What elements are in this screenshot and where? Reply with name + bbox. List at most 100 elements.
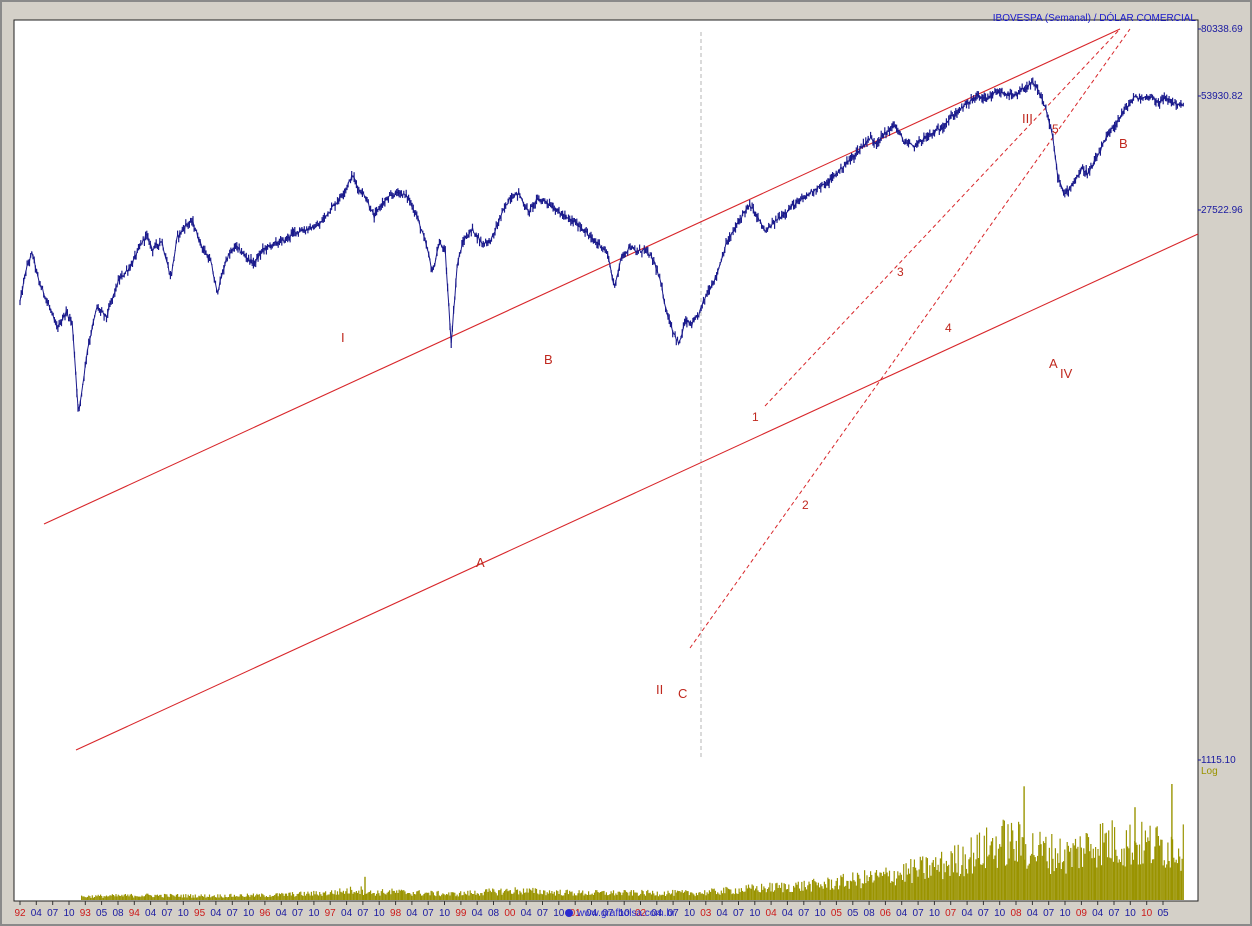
x-tick-label: 07 (668, 908, 680, 919)
wave-label-a: A (476, 555, 485, 570)
wave-label-ii: II (656, 682, 663, 697)
x-tick-label: 04 (341, 908, 353, 919)
wave-label-b-2: B (1119, 136, 1128, 151)
x-tick-label: 10 (1059, 908, 1071, 919)
wave-label-b: B (544, 352, 553, 367)
x-tick-label: 07 (292, 908, 304, 919)
x-tick-label: 07 (161, 908, 173, 919)
price-close-line (19, 81, 1184, 410)
x-tick-label: 07 (1108, 908, 1120, 919)
x-tick-label: 04 (766, 908, 778, 919)
wave-label-i: I (341, 330, 345, 345)
x-tick-label: 07 (1043, 908, 1055, 919)
x-tick-label: 10 (1125, 908, 1137, 919)
x-tick-label: 04 (1027, 908, 1039, 919)
x-tick-label: 04 (521, 908, 533, 919)
channel-upper-line (43, 28, 1121, 525)
x-tick-label: 04 (276, 908, 288, 919)
volume-series (80, 784, 1184, 900)
x-tick-label: 96 (259, 908, 271, 919)
x-tick-label: 08 (488, 908, 500, 919)
x-tick-label: 07 (47, 908, 59, 919)
wave-label-2: 2 (802, 498, 809, 512)
x-tick-label: 10 (994, 908, 1006, 919)
x-tick-label: 98 (390, 908, 402, 919)
x-tick-label: 10 (374, 908, 386, 919)
x-tick-label: 04 (31, 908, 43, 919)
x-tick-label: 04 (962, 908, 974, 919)
x-tick-label: 10 (63, 908, 75, 919)
x-tick-label: 94 (129, 908, 141, 919)
wave-label-a-2: A (1049, 356, 1058, 371)
x-tick-label: 09 (1076, 908, 1088, 919)
x-axis: 92 04 07 10 93 05 08 94 04 07 10 95 04 07 10 96 04 07 10 97… (14, 901, 1169, 919)
x-tick-label: 10 (1141, 908, 1153, 919)
x-tick-label: 00 (504, 908, 516, 919)
x-tick-label: 06 (880, 908, 892, 919)
x-tick-label: 07 (357, 908, 369, 919)
x-tick-label: 02 (635, 908, 647, 919)
wave-label-4: 4 (945, 321, 952, 335)
x-tick-label: 04 (1092, 908, 1104, 919)
y-tick-label: 53930.82 (1201, 91, 1243, 102)
x-tick-label: 04 (472, 908, 484, 919)
wave-label-iii: III (1022, 111, 1033, 126)
plot-area (13, 19, 1199, 902)
y-tick-label: 80338.69 (1201, 24, 1243, 35)
log-scale-label: Log (1201, 766, 1218, 777)
price-series (19, 77, 1184, 412)
wave-channel-lower-line (689, 28, 1131, 649)
x-tick-label: 04 (896, 908, 908, 919)
x-tick-label: 07 (733, 908, 745, 919)
x-tick-label: 95 (194, 908, 206, 919)
x-tick-label: 07 (978, 908, 990, 919)
wave-labels: I A B II C 1 2 3 4 5 III A IV B (341, 111, 1128, 701)
channel-lower-line (75, 233, 1199, 751)
x-tick-label: 92 (14, 908, 26, 919)
watermark: www.grafbolsa.com.br (565, 908, 676, 919)
watermark-text: www.grafbolsa.com.br (576, 908, 676, 919)
wave-label-iv: IV (1060, 366, 1073, 381)
x-tick-label: 10 (684, 908, 696, 919)
trend-channel (43, 28, 1199, 751)
x-tick-label: 10 (619, 908, 631, 919)
x-tick-label: 05 (1157, 908, 1169, 919)
wave-channel-upper-line (764, 28, 1121, 407)
y-tick-label: 1115.10 (1201, 755, 1236, 766)
x-tick-label: 04 (406, 908, 418, 919)
x-tick-label: 10 (308, 908, 320, 919)
x-tick-label: 04 (586, 908, 598, 919)
x-tick-label: 08 (112, 908, 124, 919)
x-tick-label: 04 (717, 908, 729, 919)
x-tick-label: 07 (537, 908, 549, 919)
x-tick-label: 10 (749, 908, 761, 919)
x-tick-label: 93 (80, 908, 92, 919)
x-tick-label: 07 (227, 908, 239, 919)
x-tick-label: 10 (243, 908, 255, 919)
x-tick-label: 04 (782, 908, 794, 919)
x-tick-label: 97 (325, 908, 337, 919)
y-axis: 80338.69 53930.82 27522.96 1115.10 Log (1198, 24, 1243, 777)
x-tick-label: 10 (815, 908, 827, 919)
x-tick-label: 03 (700, 908, 712, 919)
x-tick-label: 05 (96, 908, 108, 919)
x-tick-label: 07 (913, 908, 925, 919)
x-tick-label: 08 (864, 908, 876, 919)
x-tick-label: 10 (553, 908, 565, 919)
wave-label-5: 5 (1052, 122, 1059, 136)
x-tick-label: 04 (210, 908, 222, 919)
x-tick-label: 07 (945, 908, 957, 919)
x-tick-label: 99 (455, 908, 467, 919)
x-tick-label: 10 (178, 908, 190, 919)
x-tick-label: 07 (423, 908, 435, 919)
x-tick-label: 04 (145, 908, 157, 919)
wave-label-c: C (678, 686, 687, 701)
x-tick-label: 10 (439, 908, 451, 919)
x-tick-label: 07 (602, 908, 614, 919)
x-tick-label: 05 (831, 908, 843, 919)
x-tick-label: 08 (1010, 908, 1022, 919)
x-tick-label: 07 (798, 908, 810, 919)
watermark-logo-icon (565, 909, 573, 917)
